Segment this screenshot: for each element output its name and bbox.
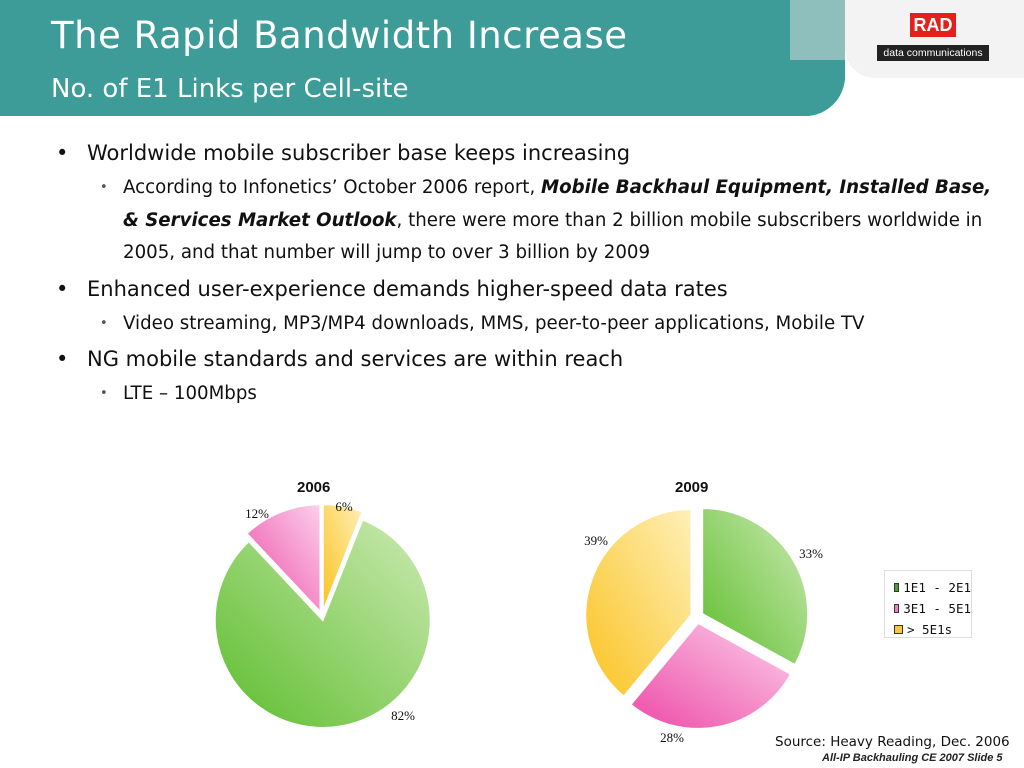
legend-label: 3E1 - 5E1 [903,601,971,616]
legend-swatch-yellow [894,625,903,634]
pie-value-label: 12% [245,506,269,521]
sub-bullet-text: LTE – 100Mbps [123,383,257,404]
title-bar [0,0,845,116]
title-bar-curve [790,60,845,116]
pie-value-label: 6% [335,499,353,514]
chart-title-2006: 2006 [297,479,331,496]
slide-subtitle: No. of E1 Links per Cell-site [51,74,409,104]
pie-value-label: 82% [391,708,415,723]
rad-logo: RAD [910,13,956,37]
sub-bullet-text-prefix: According to Infonetics’ October 2006 re… [123,177,542,198]
legend-item: > 5E1s [894,619,971,640]
logo-tagline: data communications [877,45,989,61]
bullet-item: • Worldwide mobile subscriber base keeps… [56,138,996,168]
bullet-list: • Worldwide mobile subscriber base keeps… [56,138,996,415]
pie-value-label: 28% [660,730,684,745]
slice-over-5e1 [321,503,364,613]
sub-bullet-text: Video streaming, MP3/MP4 downloads, MMS,… [123,312,865,334]
bullet-text: NG mobile standards and services are wit… [87,347,624,371]
pie-value-label: 39% [584,533,608,548]
legend-item: 1E1 - 2E1 [894,577,971,598]
sub-bullet-item: • LTE – 100Mbps [56,378,996,411]
sub-bullet-item: • Video streaming, MP3/MP4 downloads, MM… [56,308,996,341]
legend-swatch-green [894,583,900,592]
report-title: Mobile Backhaul Equipment, Installed Bas… [123,177,992,231]
chart-legend: 1E1 - 2E1 3E1 - 5E1 > 5E1s [884,570,972,638]
legend-label: > 5E1s [907,622,953,637]
bullet-dot: • [56,141,69,165]
bullet-item: • NG mobile standards and services are w… [56,344,996,374]
slice-3e1-5e1 [245,503,322,615]
logo-panel [845,0,1024,78]
pie-value-label: 33% [799,546,823,561]
sub-bullet-dot: • [100,315,108,331]
legend-swatch-pink [894,604,900,613]
bullet-item: • Enhanced user-experience demands highe… [56,274,996,304]
slice-over-5e1 [584,507,693,699]
chart-title-2009: 2009 [675,479,709,496]
bullet-text: Worldwide mobile subscriber base keeps i… [87,141,631,165]
legend-item: 3E1 - 5E1 [894,598,971,619]
legend-label: 1E1 - 2E1 [903,580,971,595]
slice-1e1-2e1 [213,518,432,729]
sub-bullet-dot: • [100,180,108,195]
sub-bullet-dot: • [100,386,108,401]
slide-title: The Rapid Bandwidth Increase [51,14,628,57]
slide-footer: All-IP Backhauling CE 2007 Slide 5 [822,752,1003,764]
sub-bullet-item: • According to Infonetics’ October 2006 … [56,172,996,270]
source-note: Source: Heavy Reading, Dec. 2006 [775,734,1010,750]
bullet-dot: • [56,347,69,371]
slice-3e1-5e1 [629,621,793,730]
sub-bullet-text-suffix: , there were more than 2 billion mobile … [123,209,983,264]
slice-1e1-2e1 [701,506,810,667]
bullet-dot: • [56,276,69,301]
bullet-text: Enhanced user-experience demands higher-… [87,276,728,301]
